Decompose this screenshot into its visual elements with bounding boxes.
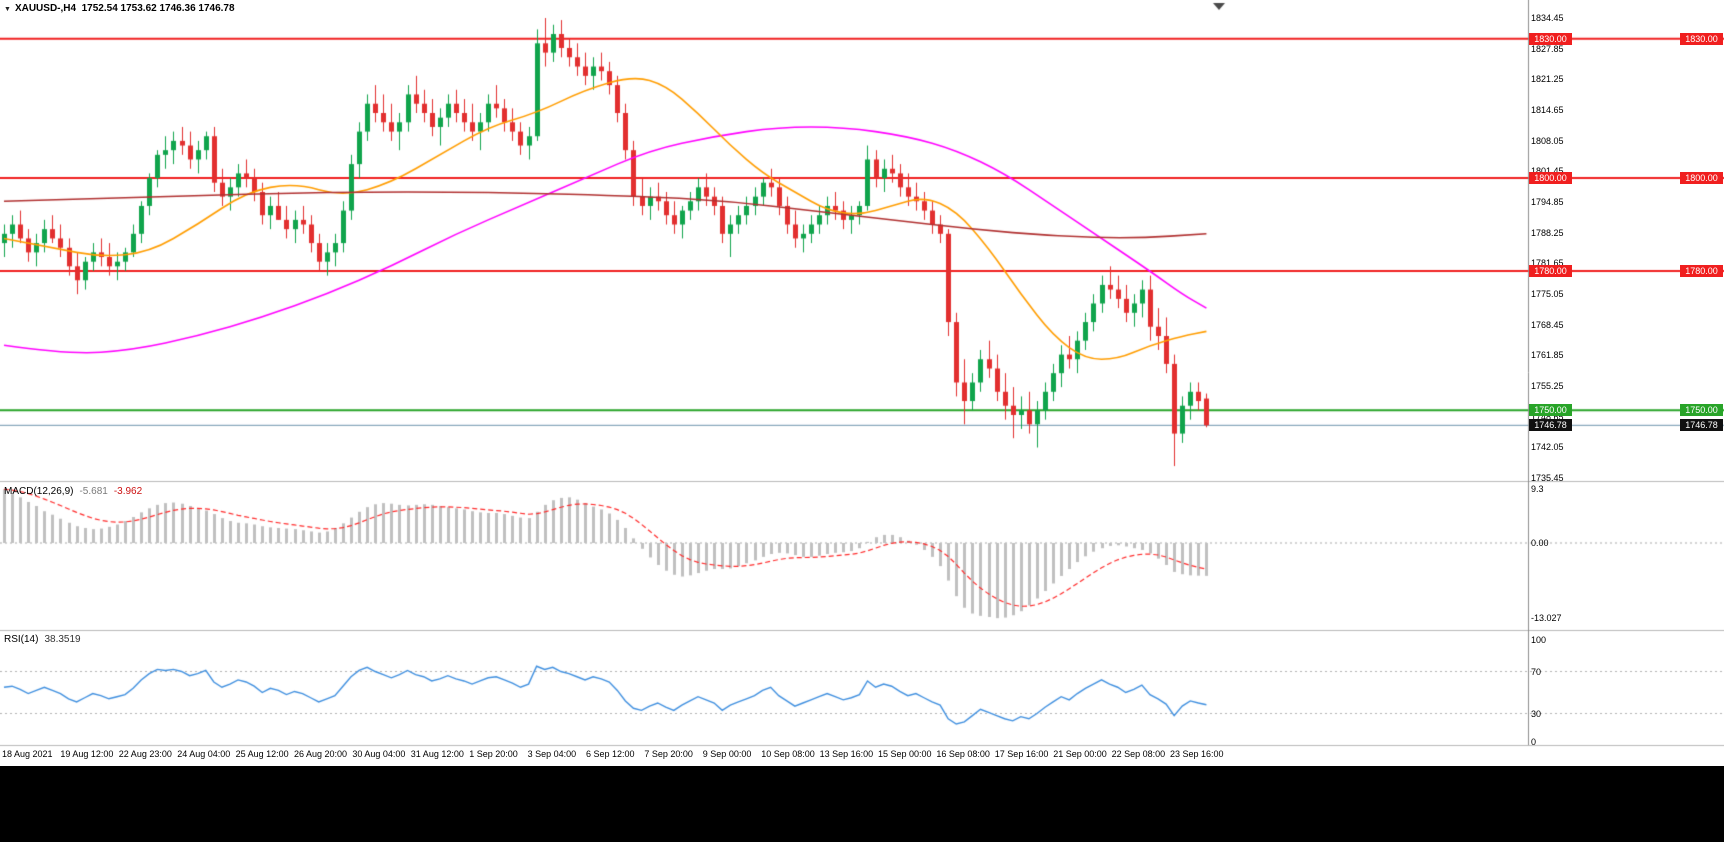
price-scale-label: 1761.85 bbox=[1531, 350, 1564, 361]
time-scale-label: 22 Sep 08:00 bbox=[1111, 749, 1166, 759]
time-scale-label: 9 Sep 00:00 bbox=[702, 749, 752, 759]
price-line-badge: 1750.00 bbox=[1529, 404, 1572, 417]
price-line-badge-edge: 1830.00 bbox=[1680, 32, 1723, 45]
time-scale-label: 7 Sep 20:00 bbox=[644, 749, 693, 759]
price-line-badge: 1800.00 bbox=[1529, 172, 1572, 185]
macd-panel-label: MACD(12,26,9) -5.681 -3.962 bbox=[4, 486, 142, 497]
price-scale-label: 1834.45 bbox=[1531, 13, 1564, 23]
time-scale-label: 26 Aug 20:00 bbox=[294, 749, 348, 759]
macd-main-value: -5.681 bbox=[79, 486, 108, 497]
rsi-scale-label: 70 bbox=[1531, 666, 1542, 677]
time-scale-label: 30 Aug 04:00 bbox=[352, 749, 406, 759]
time-scale-label: 15 Sep 00:00 bbox=[878, 749, 932, 759]
price-scale-label: 1748.65 bbox=[1531, 411, 1564, 422]
price-scale-label: 1775.05 bbox=[1531, 288, 1564, 299]
price-scale-label: 1781.65 bbox=[1531, 258, 1564, 269]
time-scale-label: 18 Aug 2021 bbox=[2, 749, 53, 759]
price-scale-label: 1742.05 bbox=[1531, 442, 1564, 453]
time-scale-label: 10 Sep 08:00 bbox=[761, 749, 815, 759]
price-line-badge: 1830.00 bbox=[1529, 32, 1572, 45]
time-scale-label: 17 Sep 16:00 bbox=[994, 749, 1049, 759]
rsi-panel-label: RSI(14) 38.3519 bbox=[4, 634, 81, 645]
price-scale-label: 1821.25 bbox=[1531, 74, 1564, 85]
price-line-badge: 1746.78 bbox=[1529, 419, 1572, 432]
macd-scale-label: -13.027 bbox=[1531, 613, 1562, 624]
time-scale-label: 6 Sep 12:00 bbox=[586, 749, 635, 759]
time-scale-label: 13 Sep 16:00 bbox=[819, 749, 874, 759]
time-scale-label: 19 Aug 12:00 bbox=[60, 749, 114, 759]
macd-title: MACD(12,26,9) bbox=[4, 486, 74, 497]
price-scale-label: 1794.85 bbox=[1531, 196, 1564, 207]
time-scale-label: 24 Aug 04:00 bbox=[177, 749, 231, 759]
time-scale-label: 22 Aug 23:00 bbox=[118, 749, 172, 759]
symbol-period-label: XAUUSD-,H4 bbox=[14, 3, 77, 14]
rsi-scale-label: 0 bbox=[1531, 737, 1537, 747]
time-scale-label: 25 Aug 12:00 bbox=[235, 749, 289, 759]
time-scale-label: 23 Sep 16:00 bbox=[1170, 749, 1224, 759]
rsi-scale-label: 100 bbox=[1531, 635, 1547, 645]
price-scale-label: 1788.25 bbox=[1531, 227, 1564, 238]
chart-title: ▼ XAUUSD-,H4 1752.54 1753.62 1746.36 1746… bbox=[4, 3, 235, 14]
price-line-badge-edge: 1746.78 bbox=[1680, 419, 1723, 432]
price-line-badge: 1780.00 bbox=[1529, 264, 1572, 277]
macd-signal-value: -3.962 bbox=[113, 486, 143, 497]
price-scale-label: 1808.05 bbox=[1531, 135, 1564, 146]
ohlc-values: 1752.54 1753.62 1746.36 1746.78 bbox=[81, 3, 235, 14]
price-scale-label: 1768.45 bbox=[1531, 319, 1564, 330]
rsi-value: 38.3519 bbox=[44, 634, 81, 645]
time-scale-label: 31 Aug 12:00 bbox=[410, 749, 464, 759]
price-scale-label: 1755.25 bbox=[1531, 380, 1564, 391]
macd-scale-label: 0.00 bbox=[1531, 538, 1549, 548]
macd-scale-label: 9.3 bbox=[1531, 484, 1544, 495]
price-line-badge-edge: 1800.00 bbox=[1680, 172, 1723, 185]
price-scale-label: 1801.45 bbox=[1531, 166, 1564, 176]
rsi-scale-label: 30 bbox=[1531, 708, 1542, 719]
time-scale-label: 3 Sep 04:00 bbox=[527, 749, 577, 759]
time-scale-label: 21 Sep 00:00 bbox=[1053, 749, 1107, 759]
price-line-badge-edge: 1780.00 bbox=[1680, 264, 1723, 277]
rsi-title: RSI(14) bbox=[4, 634, 39, 645]
time-scale-label: 1 Sep 20:00 bbox=[469, 749, 518, 759]
price-scale-label: 1814.65 bbox=[1531, 104, 1564, 115]
time-scale-label: 16 Sep 08:00 bbox=[936, 749, 990, 759]
chart-canvas[interactable] bbox=[0, 0, 1724, 766]
symbol-dropdown-icon[interactable]: ▼ bbox=[4, 6, 11, 13]
price-scale-label: 1735.45 bbox=[1531, 472, 1564, 483]
price-line-badge-edge: 1750.00 bbox=[1680, 404, 1723, 417]
price-scale-label: 1827.85 bbox=[1531, 43, 1564, 54]
window-footer bbox=[0, 766, 1724, 842]
